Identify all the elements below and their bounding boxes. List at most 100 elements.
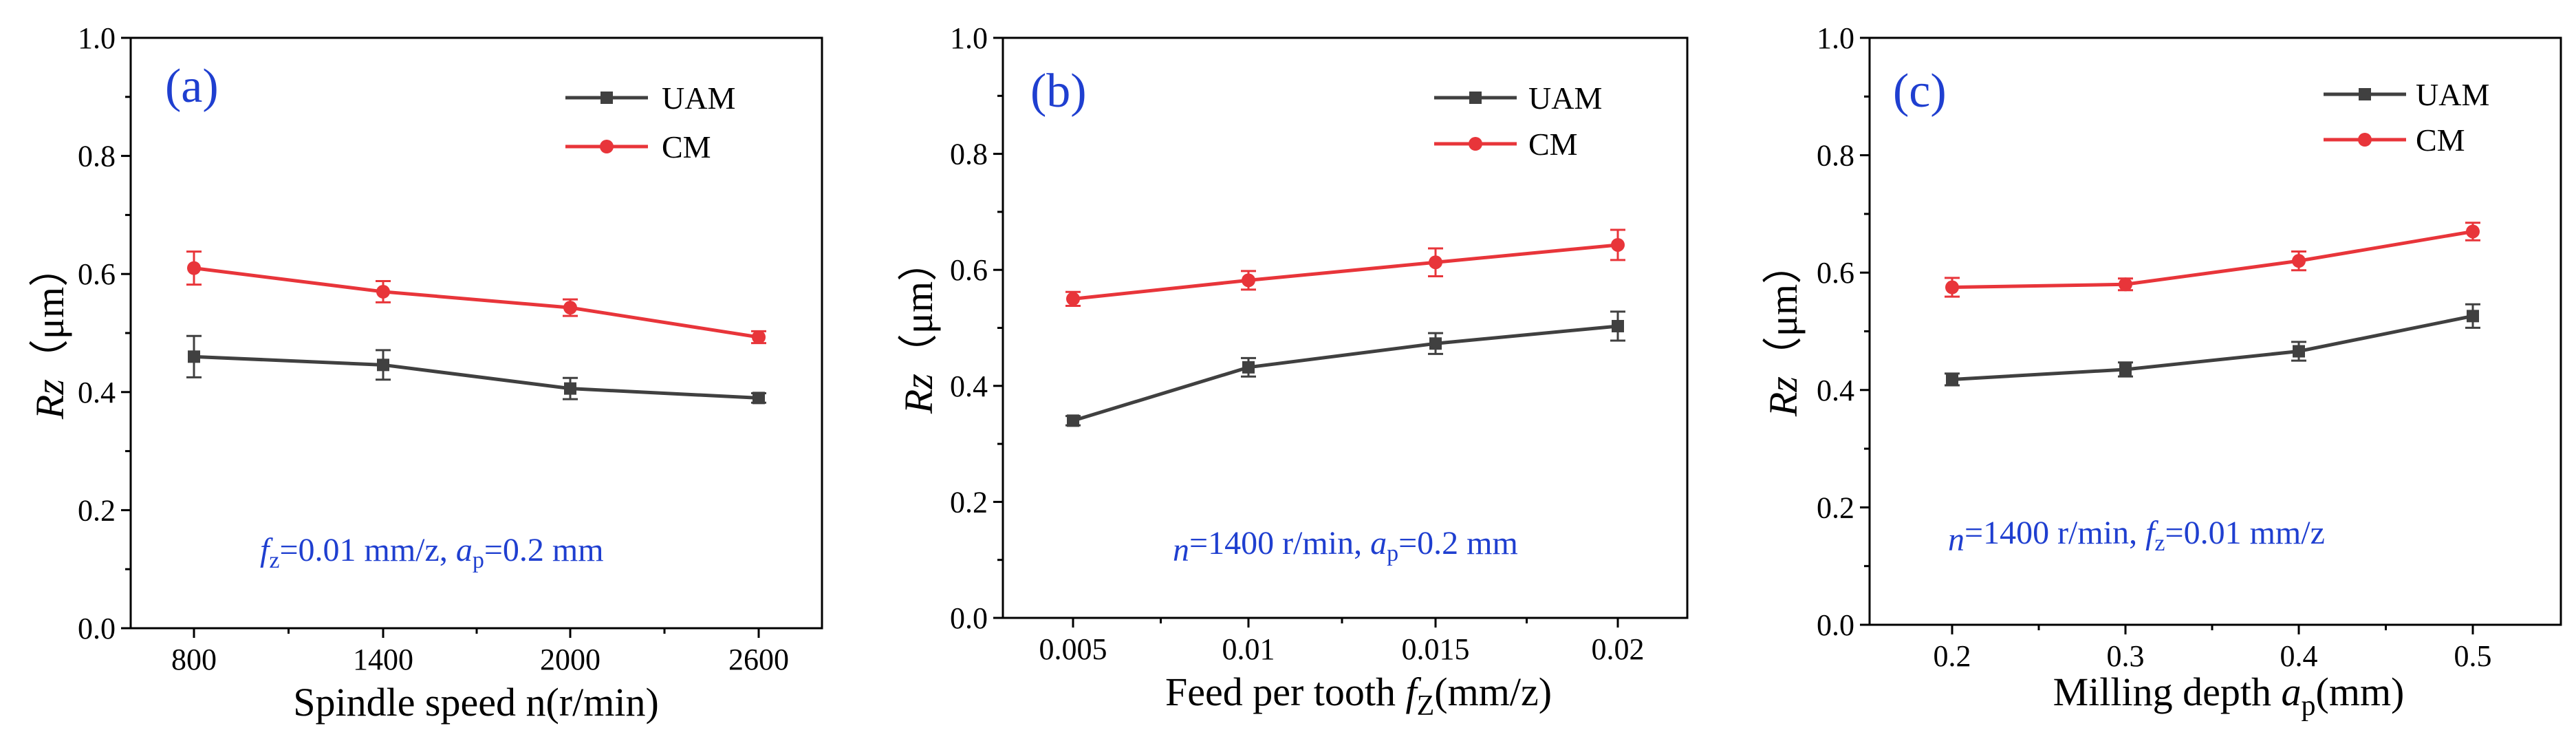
point-uam	[753, 392, 765, 405]
legend-marker-uam	[2359, 88, 2371, 100]
y-tick-label: 0.8	[1817, 139, 1854, 173]
point-uam	[2119, 363, 2132, 376]
y-tick-label: 1.0	[78, 21, 116, 55]
plot-frame	[129, 36, 823, 630]
legend-label-uam: UAM	[2416, 77, 2489, 112]
y-axis: 0.0 0.2 0.4 0.6 0.8 1.0	[950, 21, 1003, 635]
x-tick-label: 0.4	[2280, 639, 2318, 673]
x-axis-title: Milling depth ap(mm)	[2053, 670, 2405, 722]
condition-annotation: fz=0.01 mm/z, ap=0.2 mm	[260, 532, 604, 573]
series-line-uam	[1072, 324, 1619, 422]
legend: UAM CM	[2324, 77, 2489, 158]
x-tick-label: 0.3	[2107, 639, 2145, 673]
series-line-uam	[193, 354, 759, 400]
y-tick-label: 0.6	[1817, 256, 1854, 290]
panel-label: (a)	[165, 60, 219, 113]
point-cm	[1611, 237, 1625, 252]
point-cm	[2119, 277, 2132, 292]
condition-annotation: n=1400 r/min, fz=0.01 mm/z	[1948, 515, 2325, 558]
x-tick-label: 0.01	[1222, 632, 1275, 666]
legend-label-uam: UAM	[1528, 81, 1602, 116]
x-tick-label: 0.5	[2454, 639, 2492, 673]
y-axis: 0.0 0.2 0.4 0.6 0.8 1.0	[78, 21, 131, 645]
plot-marks	[1945, 222, 2480, 387]
x-axis-title: Feed per tooth fZ(mm/z)	[1165, 670, 1552, 722]
x-tick-label: 0.005	[1039, 632, 1107, 666]
legend-marker-uam	[600, 92, 613, 104]
y-tick-label: 0.2	[1817, 491, 1854, 524]
legend-marker-cm	[2358, 133, 2372, 147]
point-uam	[564, 382, 576, 395]
point-cm	[1242, 273, 1255, 288]
legend-marker-uam	[1469, 92, 1482, 104]
plot-marks	[1065, 228, 1625, 427]
x-axis: 800 1400 2000 2600	[171, 628, 789, 676]
x-axis: 0.2 0.3 0.4 0.5	[1934, 625, 2492, 673]
y-tick-label: 0.4	[78, 376, 116, 409]
y-tick-label: 0.4	[1817, 374, 1854, 407]
y-tick-label: 0.2	[950, 485, 988, 519]
condition-annotation: n=1400 r/min, ap=0.2 mm	[1173, 525, 1518, 568]
legend-label-uam: UAM	[662, 81, 735, 116]
series-line-uam	[1951, 314, 2474, 381]
legend-label-cm: CM	[662, 129, 711, 164]
point-cm	[752, 330, 766, 345]
panel-label: (c)	[1893, 65, 1947, 118]
point-cm	[2466, 224, 2480, 239]
series-line-cm	[1072, 243, 1619, 301]
panel-b: 0.0 0.2 0.4 0.6 0.8 1.0 0.005 0.01 0.015 0.02 (b…	[896, 21, 1689, 722]
y-axis: 0.0 0.2 0.4 0.6 0.8 1.0	[1817, 21, 1870, 642]
x-tick-label: 1400	[353, 643, 413, 676]
point-cm	[1066, 292, 1080, 306]
y-axis-title: Rz（μm）	[28, 247, 72, 420]
y-tick-label: 0.4	[950, 370, 988, 403]
panel-c: 0.0 0.2 0.4 0.6 0.8 1.0 0.2 0.3 0.4 0.5 (c) UAM …	[1761, 21, 2562, 722]
point-cm	[2292, 254, 2306, 268]
legend-marker-cm	[1469, 137, 1482, 151]
x-tick-label: 800	[171, 643, 217, 676]
legend-label-cm: CM	[1528, 127, 1578, 162]
y-tick-label: 0.6	[950, 253, 988, 287]
x-tick-label: 0.02	[1592, 632, 1645, 666]
x-tick-label: 2600	[728, 643, 789, 676]
y-axis-title: Rz（μm）	[896, 242, 941, 414]
x-tick-label: 2000	[540, 643, 600, 676]
point-uam	[1612, 319, 1624, 332]
point-uam	[1067, 414, 1079, 427]
point-uam	[377, 358, 389, 372]
y-tick-label: 0.0	[1817, 608, 1854, 642]
point-uam	[2293, 345, 2305, 358]
panel-a: 0.0 0.2 0.4 0.6 0.8 1.0 800 1400 2000 2600 (a) U…	[28, 21, 823, 725]
y-axis-title: Rz（μm）	[1761, 244, 1806, 417]
legend: UAM CM	[1434, 81, 1602, 162]
series-line-cm	[193, 266, 759, 339]
point-cm	[376, 284, 390, 299]
legend-label-cm: CM	[2416, 122, 2465, 158]
point-cm	[563, 301, 577, 315]
x-tick-label: 0.015	[1402, 632, 1470, 666]
x-axis: 0.005 0.01 0.015 0.02	[1039, 618, 1645, 666]
y-tick-label: 1.0	[950, 21, 988, 55]
y-tick-label: 0.0	[950, 601, 988, 635]
y-tick-label: 0.8	[78, 140, 116, 173]
y-tick-label: 0.2	[78, 493, 116, 527]
point-cm	[1945, 280, 1959, 294]
plot-marks	[186, 250, 766, 405]
y-tick-label: 0.8	[950, 138, 988, 171]
point-uam	[2467, 310, 2479, 323]
series-line-cm	[1951, 230, 2474, 290]
point-uam	[1242, 361, 1255, 374]
point-uam	[1429, 337, 1442, 350]
panel-label: (b)	[1030, 65, 1087, 118]
point-uam	[188, 350, 200, 363]
legend: UAM CM	[565, 81, 735, 164]
point-uam	[1946, 373, 1958, 386]
y-tick-label: 1.0	[1817, 21, 1854, 55]
x-axis-title: Spindle speed n(r/min)	[293, 680, 659, 725]
y-tick-label: 0.6	[78, 257, 116, 291]
point-cm	[187, 261, 201, 275]
legend-marker-cm	[600, 140, 614, 153]
x-tick-label: 0.2	[1934, 639, 1971, 673]
point-cm	[1429, 255, 1442, 270]
